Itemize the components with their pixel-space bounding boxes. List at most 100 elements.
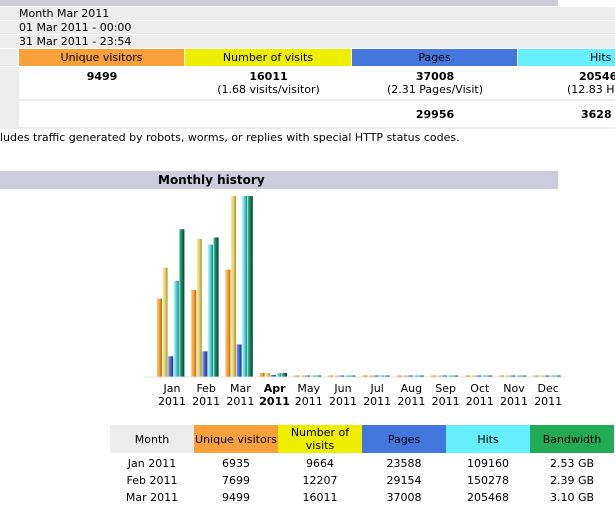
bar-bandwidth-oct-2011 <box>487 375 493 377</box>
bar-bandwidth-jul-2011 <box>384 375 390 377</box>
bar-hits-jun-2011 <box>344 375 350 377</box>
bar-hits-dec-2011 <box>550 375 555 377</box>
bar-visits-feb-2011 <box>196 239 202 377</box>
bar-visits-oct-2011 <box>470 375 476 377</box>
month-label-may: May <box>297 382 321 395</box>
month-label-jan: Jan <box>163 382 181 395</box>
month-year-label-oct: 2011 <box>465 395 494 408</box>
summary-last-visit-row: 31 Mar 2011 - 23:54 <box>0 35 615 48</box>
summary-header-unique-visitors: Unique visitors <box>19 49 185 66</box>
summary-first-visit-row: 01 Mar 2011 - 00:00 <box>0 21 615 34</box>
table-cell-hits: 205468 <box>467 491 509 504</box>
bar-visits-mar-2011 <box>231 196 236 377</box>
table-cell-pages: 29154 <box>386 474 422 487</box>
summary-period-row: Month Mar 2011 <box>0 7 615 20</box>
bar-visits-may-2011 <box>299 375 305 377</box>
bar-hits-mar-2011 <box>242 196 248 377</box>
month-label-apr: Apr <box>263 382 286 395</box>
summary-not-viewed-hits: 3628 <box>581 108 612 121</box>
summary-period: Month Mar 2011 <box>19 7 110 20</box>
bar-pages-apr-2011 <box>270 375 276 377</box>
bar-bandwidth-may-2011 <box>316 375 322 377</box>
bar-pages-jun-2011 <box>339 375 345 377</box>
table-cell-visits: 12207 <box>302 474 338 487</box>
bar-bandwidth-aug-2011 <box>418 375 424 377</box>
table-cell-hits: 109160 <box>467 457 509 470</box>
bar-unique-visitors-jan-2011 <box>157 298 162 377</box>
summary-row-divider <box>0 99 615 101</box>
bar-unique-visitors-jul-2011 <box>362 375 368 377</box>
month-label-nov: Nov <box>503 382 525 395</box>
month-year-label-feb: 2011 <box>192 395 221 408</box>
month-label-sep: Sep <box>435 382 456 395</box>
bar-visits-dec-2011 <box>538 375 544 377</box>
summary-viewed-unique-visitors: 9499 <box>86 70 118 83</box>
bar-hits-nov-2011 <box>515 375 521 377</box>
bar-hits-may-2011 <box>310 375 316 377</box>
month-year-label-mar: 2011 <box>226 395 255 408</box>
summary-viewed-pages: 37008 <box>415 70 455 83</box>
bar-bandwidth-feb-2011 <box>213 237 219 377</box>
summary-last-visit: 31 Mar 2011 - 23:54 <box>19 35 132 48</box>
monthly-history-title: Monthly history <box>158 173 265 187</box>
table-cell-month: Jan 2011 <box>127 457 177 470</box>
table-cell-hits: 150278 <box>467 474 509 487</box>
bar-visits-apr-2011 <box>265 373 271 377</box>
summary-title-bar-gap <box>558 0 615 6</box>
summary-not-viewed-pages: 29956 <box>415 108 455 121</box>
summary-viewed-visits-per-visitor: (1.68 visits/visitor) <box>217 83 320 96</box>
bar-visits-jun-2011 <box>333 375 339 377</box>
month-label-dec: Dec <box>537 382 559 395</box>
bar-bandwidth-nov-2011 <box>521 375 527 377</box>
table-header-visits: Number of visits <box>278 425 362 453</box>
bar-bandwidth-jan-2011 <box>179 229 185 377</box>
summary-header-visits: Number of visits <box>185 49 352 66</box>
summary-viewed-label-cell <box>0 67 19 99</box>
table-header-unique-visitors: Unique visitors <box>194 425 278 453</box>
table-header-bandwidth: Bandwidth <box>530 425 614 453</box>
bar-bandwidth-sep-2011 <box>453 375 458 377</box>
month-year-label-apr: 2011 <box>259 395 290 408</box>
table-cell-pages: 37008 <box>386 491 422 504</box>
bar-pages-oct-2011 <box>476 375 481 377</box>
bar-unique-visitors-feb-2011 <box>191 289 197 377</box>
bar-bandwidth-mar-2011 <box>247 196 253 377</box>
bar-hits-aug-2011 <box>413 375 419 377</box>
bar-unique-visitors-apr-2011 <box>259 373 265 377</box>
monthly-history-chart <box>144 196 566 378</box>
bar-unique-visitors-nov-2011 <box>499 375 504 377</box>
bar-hits-sep-2011 <box>447 375 453 377</box>
table-cell-month: Feb 2011 <box>126 474 178 487</box>
month-year-label-jan: 2011 <box>158 395 186 408</box>
bar-bandwidth-apr-2011 <box>282 373 287 377</box>
bar-visits-jan-2011 <box>162 267 168 377</box>
bar-pages-jan-2011 <box>168 356 174 377</box>
summary-viewed-hits: 20546 <box>579 70 615 83</box>
table-cell-unique-visitors: 6935 <box>222 457 250 470</box>
bar-visits-aug-2011 <box>402 375 407 377</box>
table-cell-bandwidth: 3.10 GB <box>549 491 595 504</box>
bar-unique-visitors-dec-2011 <box>533 375 539 377</box>
table-cell-visits: 9664 <box>306 457 334 470</box>
bar-unique-visitors-aug-2011 <box>396 375 402 377</box>
bar-unique-visitors-oct-2011 <box>464 375 470 377</box>
bar-pages-sep-2011 <box>441 375 447 377</box>
month-label-jun: Jun <box>334 382 352 395</box>
summary-not-viewed-label-cell <box>0 101 19 127</box>
table-cell-unique-visitors: 9499 <box>222 491 250 504</box>
bar-pages-nov-2011 <box>510 375 516 377</box>
summary-header-hits: Hits <box>518 49 615 66</box>
month-year-label-dec: 2011 <box>534 395 563 408</box>
summary-viewed-hits-per-visit: (12.83 Hits <box>567 83 615 96</box>
month-label-oct: Oct <box>470 382 490 395</box>
bar-hits-oct-2011 <box>481 375 487 377</box>
summary-note: ludes traffic generated by robots, worms… <box>0 131 460 144</box>
bar-hits-apr-2011 <box>276 373 282 377</box>
bar-visits-sep-2011 <box>436 375 442 377</box>
summary-first-visit: 01 Mar 2011 - 00:00 <box>19 21 132 34</box>
bar-pages-aug-2011 <box>407 375 413 377</box>
month-year-label-jun: 2011 <box>329 395 357 408</box>
table-header-month: Month <box>110 425 194 453</box>
summary-viewed-pages-per-visit: (2.31 Pages/Visit) <box>386 83 484 96</box>
summary-header-blank <box>0 49 19 66</box>
